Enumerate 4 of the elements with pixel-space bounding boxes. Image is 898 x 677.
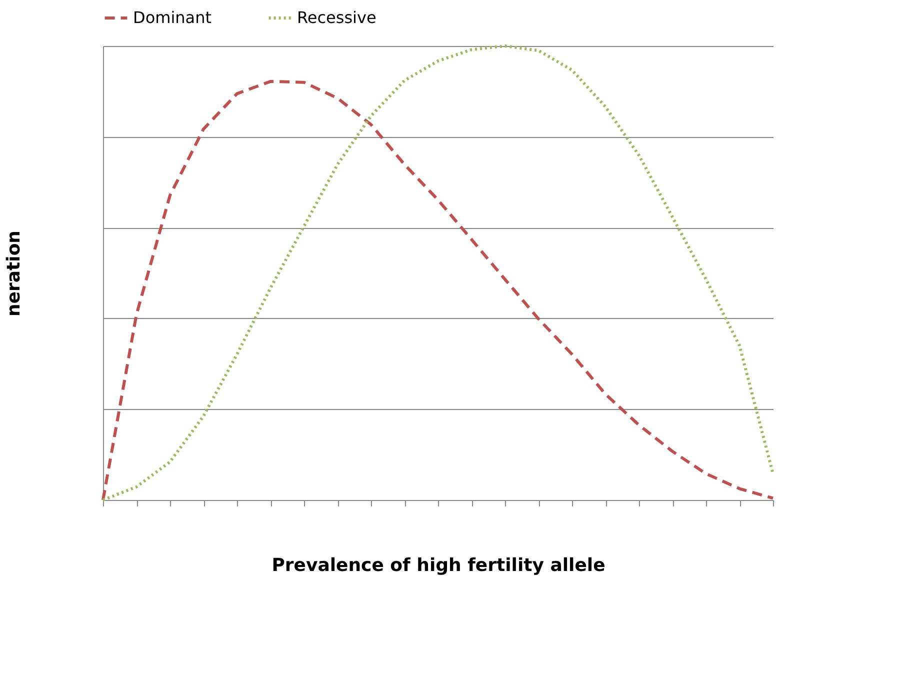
x-axis-title: Prevalence of high fertility allele — [272, 555, 606, 576]
legend-label: Dominant — [133, 8, 212, 27]
y-axis-title: neration — [4, 230, 24, 317]
legend-label: Recessive — [297, 8, 376, 27]
